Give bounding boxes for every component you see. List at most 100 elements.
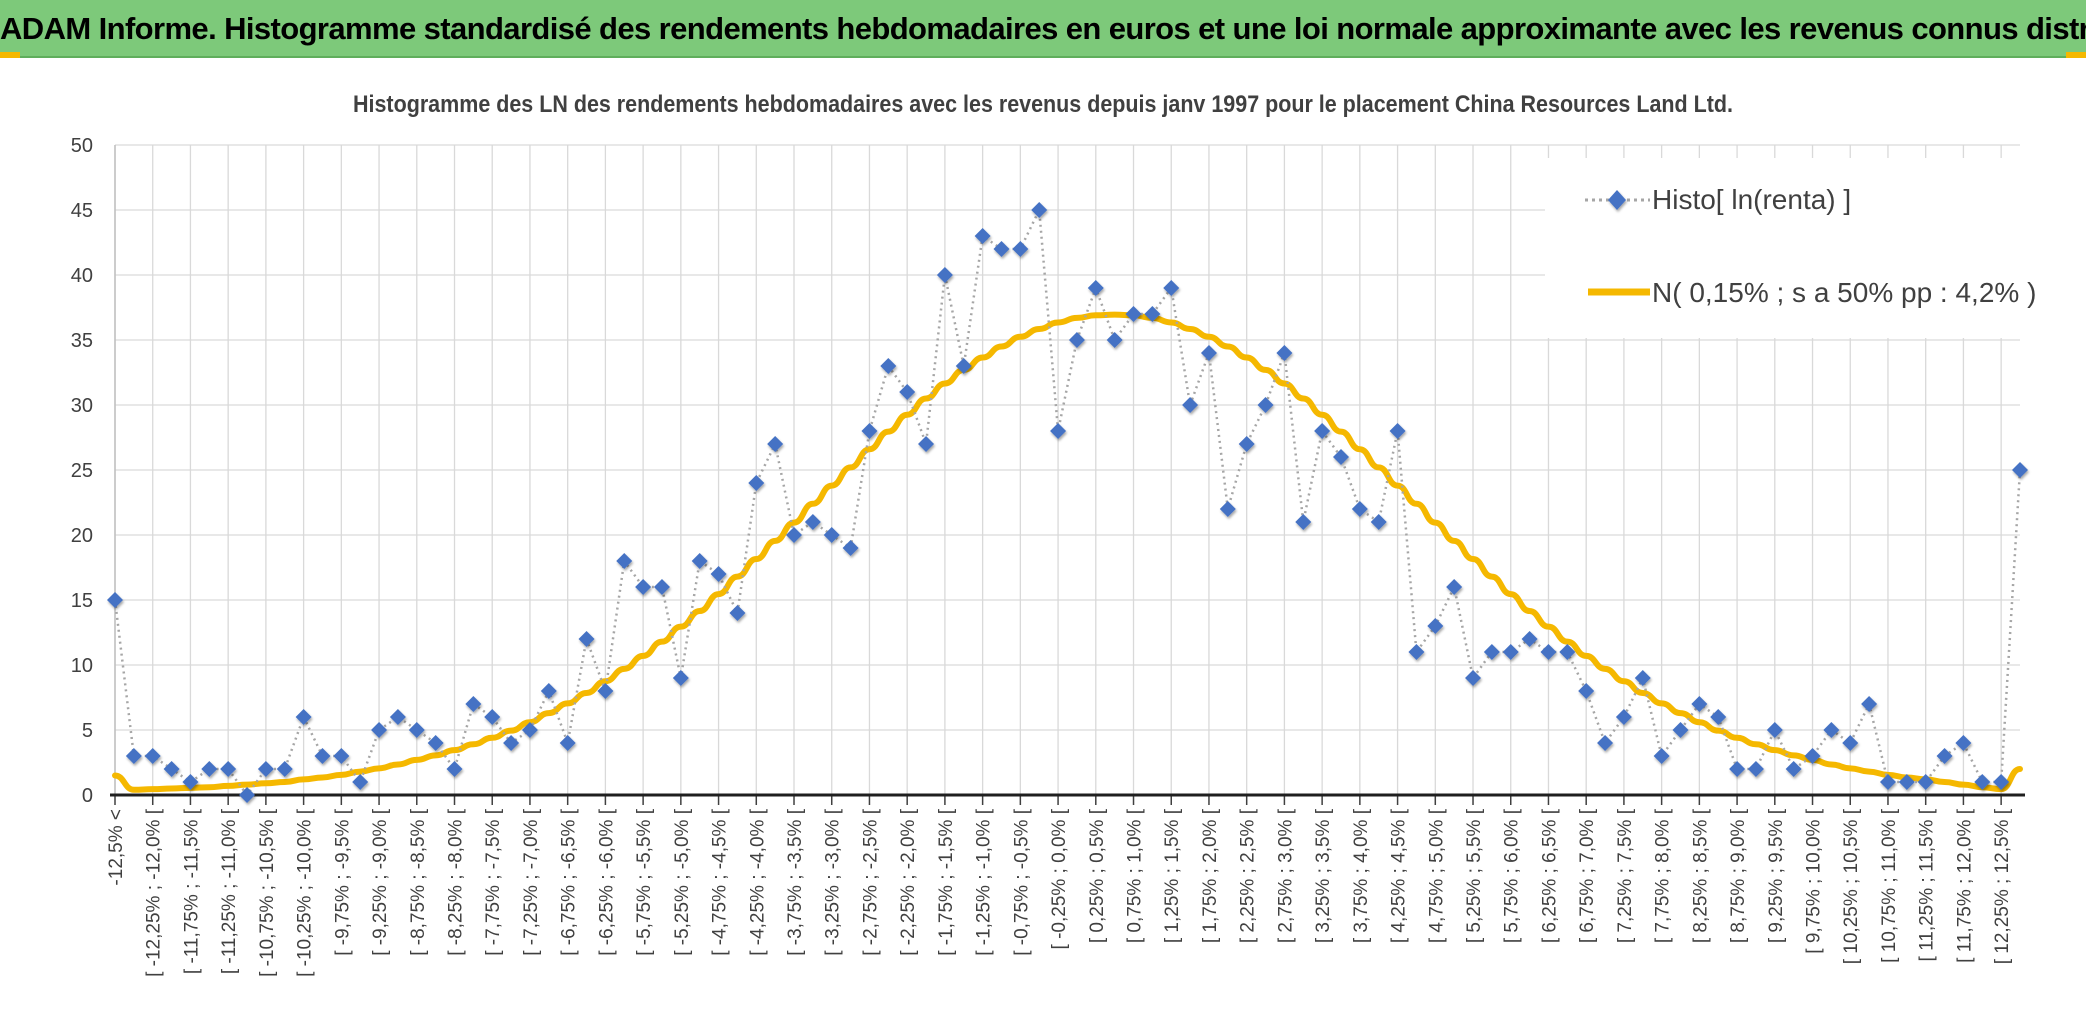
x-tick-label: [ -0,75% ; -0,5% [ [1011,808,1032,956]
x-tick-label: [ -9,75% ; -9,5% [ [332,808,353,956]
x-tick-label: [ 2,75% ; 3,0% [ [1275,808,1296,943]
histogram-point [1672,722,1689,738]
histogram-point [352,774,369,790]
histogram-point [1785,761,1802,777]
histogram-point [503,735,520,751]
histogram-point [1427,618,1444,634]
histogram-point [1446,579,1463,595]
histogram-point [974,228,991,244]
histogram-point [389,709,406,725]
histogram-point [125,748,142,764]
histogram-point [823,527,840,543]
histogram-point [295,709,312,725]
histogram-point [936,267,953,283]
histogram-point [2012,462,2028,478]
x-tick-label: [ 0,25% ; 0,5% [ [1087,808,1108,943]
histogram-point [1125,306,1142,322]
histogram-point [1879,774,1896,790]
histogram-point [616,553,633,569]
x-tick-label: [ -1,25% ; -1,0% [ [974,808,995,956]
histogram-point [540,683,557,699]
histogram-point [1031,202,1048,218]
y-tick-label: 15 [71,590,93,612]
histogram-point [559,735,576,751]
histogram-point [880,358,897,374]
x-tick-label: [ -0,25% ; 0,0% [ [1049,808,1070,949]
y-tick-label: 25 [71,460,93,482]
histogram-point [1559,644,1576,660]
x-tick-label: [ 6,25% ; 6,5% [ [1539,808,1560,943]
left-accent-tab [0,52,20,58]
histogram-point [484,709,501,725]
x-tick-label: [ 6,75% ; 7,0% [ [1577,808,1598,943]
histogram-point [710,566,727,582]
histogram-point [748,475,765,491]
histogram-point [1465,670,1482,686]
x-tick-label: [ 9,25% ; 9,5% [ [1766,808,1787,943]
y-tick-label: 35 [71,330,93,352]
x-tick-label: [ -10,75% ; -10,5% [ [257,808,278,977]
header-bar: ADAM Informe. Histogramme standardisé de… [0,0,2086,58]
histogram-point [899,384,916,400]
x-tick-label: [ -11,25% ; -11,0% [ [219,808,240,974]
histogram-point [1823,722,1840,738]
histogram-point [163,761,180,777]
x-tick-label: [ 11,25% ; 11,5% [ [1917,808,1938,961]
x-tick-label: [ -12,25% ; -12,0% [ [144,808,165,977]
x-tick-label: [ -2,25% ; -2,0% [ [898,808,919,956]
histogram-point [691,553,708,569]
histogram-point [144,748,161,764]
histogram-point [635,579,652,595]
histogram-point [729,605,746,621]
histogram-point [1068,332,1085,348]
chart-title: Histogramme des LN des rendements hebdom… [353,91,1733,118]
x-tick-label: [ -8,75% ; -8,5% [ [408,808,429,956]
histogram-point [257,761,274,777]
histogram-point [653,579,670,595]
histogram-point [1163,280,1180,296]
legend-label-histogram: Histo[ ln(renta) ] [1652,184,1851,215]
histogram-point [1578,683,1595,699]
histogram-point [521,722,538,738]
histogram-point [1144,306,1161,322]
x-tick-label: [ 10,75% ; 11,0% [ [1879,808,1900,963]
histogram-point [333,748,350,764]
histogram-point [1861,696,1878,712]
x-tick-label: [ -6,25% ; -6,0% [ [596,808,617,956]
x-tick-label: [ -11,75% ; -11,5% [ [181,808,202,974]
y-tick-label: 0 [82,785,93,807]
histogram-point [1936,748,1953,764]
histogram-point [239,787,256,803]
x-tick-label: [ 1,75% ; 2,0% [ [1200,808,1221,943]
histogram-point [276,761,293,777]
x-tick-label: [ 3,75% ; 4,0% [ [1351,808,1372,943]
x-tick-label: [ 4,25% ; 4,5% [ [1389,808,1410,943]
histogram-point [861,423,878,439]
legend-box [1545,158,2065,338]
y-tick-label: 30 [71,395,93,417]
histogram-point [1332,449,1349,465]
x-tick-label: [ 10,25% ; 10,5% [ [1841,808,1862,964]
x-tick-label: [ -7,25% ; -7,0% [ [521,808,542,956]
x-tick-label: [ -8,25% ; -8,0% [ [446,808,467,956]
histogram-point [1653,748,1670,764]
histogram-point [1521,631,1538,647]
histogram-point [993,241,1010,257]
histogram-point [1200,345,1217,361]
histogram-point [1634,670,1651,686]
y-tick-label: 50 [71,135,93,157]
histogram-point [408,722,425,738]
legend-label-normal: N( 0,15% ; s a 50% pp : 4,2% ) [1652,277,2036,308]
histogram-point [1314,423,1331,439]
histogram-series-line [113,205,2022,798]
x-tick-label: [ 5,75% ; 6,0% [ [1502,808,1523,943]
x-tick-label: [ 2,25% ; 2,5% [ [1238,808,1259,943]
histogram-point [1691,696,1708,712]
x-tick-label: [ -9,25% ; -9,0% [ [370,808,391,956]
histogram-point [1182,397,1199,413]
x-tick-label: [ 7,75% ; 8,0% [ [1653,808,1674,943]
right-accent-tab [2066,52,2086,58]
histogram-point [1917,774,1934,790]
x-tick-label: [ -7,75% ; -7,5% [ [483,808,504,956]
histogram-point [107,592,123,608]
